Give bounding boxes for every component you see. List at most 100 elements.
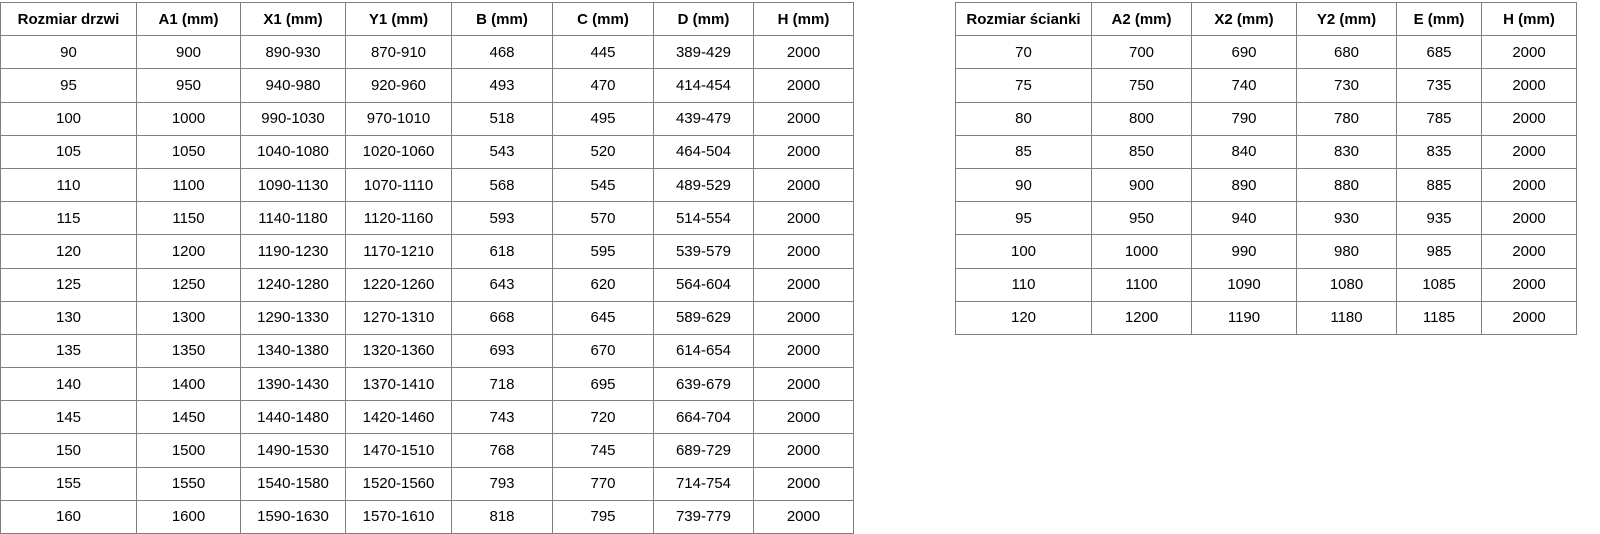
- cell-x1: 1590-1630: [240, 499, 346, 534]
- cell-size: 110: [955, 267, 1092, 302]
- cell-y1: 1320-1360: [345, 333, 452, 369]
- cell-y2: 930: [1296, 201, 1397, 236]
- cell-x2: 740: [1191, 68, 1297, 103]
- cell-size: 70: [955, 35, 1092, 70]
- cell-a2: 850: [1091, 134, 1192, 169]
- cell-size: 85: [955, 134, 1092, 169]
- cell-x1: 940-980: [240, 68, 346, 103]
- cell-h: 2000: [753, 35, 854, 70]
- cell-y2: 730: [1296, 68, 1397, 103]
- cell-b: 618: [451, 234, 553, 269]
- cell-d: 614-654: [653, 333, 754, 369]
- cell-x1: 990-1030: [240, 101, 346, 136]
- cell-size: 120: [0, 234, 137, 269]
- cell-x2: 790: [1191, 101, 1297, 136]
- door-size-table-body: 90 900 890-930 870-910 468 445 389-429 2…: [0, 35, 854, 534]
- cell-size: 130: [0, 300, 137, 335]
- column-header-e: E (mm): [1396, 1, 1482, 37]
- cell-y2: 980: [1296, 234, 1397, 269]
- cell-x2: 990: [1191, 234, 1297, 269]
- cell-x1: 1090-1130: [240, 167, 346, 203]
- cell-size: 140: [0, 367, 137, 402]
- cell-c: 720: [552, 400, 654, 435]
- table-row: 120 1200 1190-1230 1170-1210 618 595 539…: [0, 234, 854, 269]
- cell-h: 2000: [753, 134, 854, 169]
- cell-d: 539-579: [653, 234, 754, 269]
- cell-y1: 1070-1110: [345, 167, 452, 203]
- cell-c: 645: [552, 300, 654, 335]
- cell-b: 518: [451, 101, 553, 136]
- cell-size: 160: [0, 499, 137, 534]
- cell-size: 90: [955, 167, 1092, 203]
- cell-b: 818: [451, 499, 553, 534]
- cell-d: 639-679: [653, 367, 754, 402]
- column-header-a2: A2 (mm): [1091, 1, 1192, 37]
- cell-a2: 1100: [1091, 267, 1192, 302]
- table-row: 160 1600 1590-1630 1570-1610 818 795 739…: [0, 499, 854, 534]
- table-row: 105 1050 1040-1080 1020-1060 543 520 464…: [0, 134, 854, 169]
- cell-h: 2000: [753, 234, 854, 269]
- cell-size: 110: [0, 167, 137, 203]
- cell-x2: 1190: [1191, 300, 1297, 335]
- cell-c: 695: [552, 367, 654, 402]
- cell-x1: 1040-1080: [240, 134, 346, 169]
- cell-a1: 900: [136, 35, 241, 70]
- cell-a1: 1300: [136, 300, 241, 335]
- cell-h: 2000: [753, 300, 854, 335]
- column-header-y1: Y1 (mm): [345, 1, 452, 37]
- cell-h: 2000: [1481, 101, 1577, 136]
- table-row: 125 1250 1240-1280 1220-1260 643 620 564…: [0, 267, 854, 302]
- cell-y1: 1170-1210: [345, 234, 452, 269]
- cell-size: 150: [0, 433, 137, 468]
- cell-h: 2000: [753, 433, 854, 468]
- cell-h: 2000: [753, 68, 854, 103]
- cell-x1: 1490-1530: [240, 433, 346, 468]
- cell-c: 670: [552, 333, 654, 369]
- cell-h: 2000: [753, 400, 854, 435]
- cell-d: 714-754: [653, 466, 754, 501]
- column-header-h: H (mm): [1481, 1, 1577, 37]
- wall-size-table-body: 70 700 690 680 685 2000 75 750 740 730 7…: [955, 35, 1577, 335]
- cell-y2: 1180: [1296, 300, 1397, 335]
- cell-size: 95: [955, 201, 1092, 236]
- cell-size: 120: [955, 300, 1092, 335]
- cell-b: 743: [451, 400, 553, 435]
- cell-a2: 750: [1091, 68, 1192, 103]
- table-row: 90 900 890-930 870-910 468 445 389-429 2…: [0, 35, 854, 70]
- cell-d: 689-729: [653, 433, 754, 468]
- cell-d: 489-529: [653, 167, 754, 203]
- cell-a1: 1100: [136, 167, 241, 203]
- cell-e: 935: [1396, 201, 1482, 236]
- cell-e: 1185: [1396, 300, 1482, 335]
- cell-x2: 1090: [1191, 267, 1297, 302]
- cell-x1: 1440-1480: [240, 400, 346, 435]
- table-row: 90 900 890 880 885 2000: [955, 167, 1577, 203]
- cell-b: 668: [451, 300, 553, 335]
- cell-x2: 940: [1191, 201, 1297, 236]
- column-header-rozmiar-scianki: Rozmiar ścianki: [955, 1, 1092, 37]
- table-row: 120 1200 1190 1180 1185 2000: [955, 300, 1577, 335]
- column-header-b: B (mm): [451, 1, 553, 37]
- cell-y1: 1570-1610: [345, 499, 452, 534]
- cell-y1: 1420-1460: [345, 400, 452, 435]
- cell-h: 2000: [1481, 68, 1577, 103]
- column-header-d: D (mm): [653, 1, 754, 37]
- cell-h: 2000: [753, 267, 854, 302]
- cell-a1: 1550: [136, 466, 241, 501]
- cell-size: 155: [0, 466, 137, 501]
- cell-h: 2000: [1481, 267, 1577, 302]
- cell-c: 520: [552, 134, 654, 169]
- cell-b: 568: [451, 167, 553, 203]
- cell-c: 445: [552, 35, 654, 70]
- cell-x1: 1190-1230: [240, 234, 346, 269]
- cell-x2: 840: [1191, 134, 1297, 169]
- column-header-x2: X2 (mm): [1191, 1, 1297, 37]
- table-row: 100 1000 990 980 985 2000: [955, 234, 1577, 269]
- cell-size: 90: [0, 35, 137, 70]
- cell-a2: 1200: [1091, 300, 1192, 335]
- cell-size: 135: [0, 333, 137, 369]
- column-header-y2: Y2 (mm): [1296, 1, 1397, 37]
- cell-x1: 1240-1280: [240, 267, 346, 302]
- cell-c: 620: [552, 267, 654, 302]
